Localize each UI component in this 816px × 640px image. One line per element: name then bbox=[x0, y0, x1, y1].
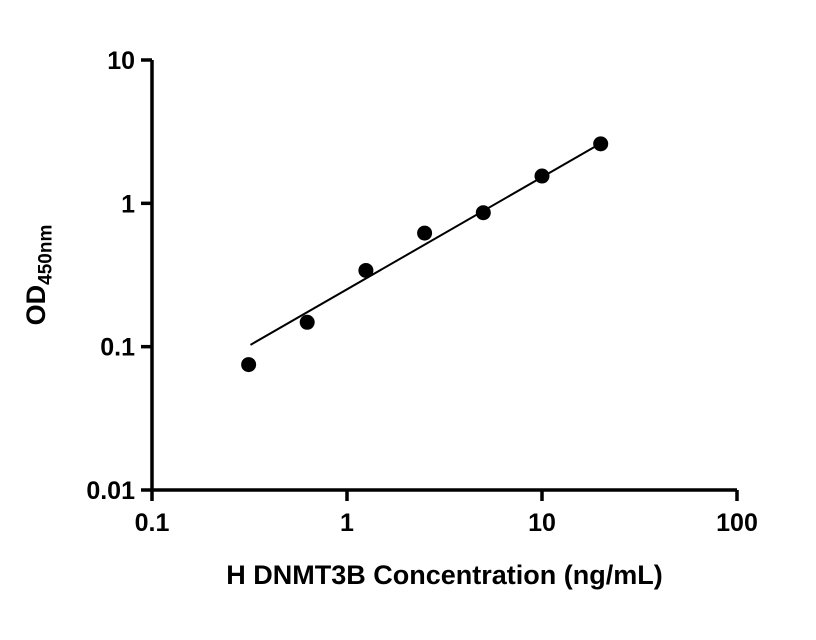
data-point bbox=[241, 357, 257, 373]
y-axis-title-subscript: 450nm bbox=[35, 224, 57, 285]
data-point bbox=[593, 136, 609, 152]
y-tick-label: 10 bbox=[107, 47, 135, 75]
y-tick-label: 0.1 bbox=[100, 334, 135, 362]
data-point bbox=[299, 314, 315, 330]
data-point bbox=[417, 225, 433, 241]
data-point bbox=[475, 205, 491, 221]
x-tick-label: 100 bbox=[716, 509, 758, 537]
x-axis-title: H DNMT3B Concentration (ng/mL) bbox=[226, 560, 663, 590]
y-tick-label: 1 bbox=[121, 190, 135, 218]
axis-spines bbox=[150, 60, 737, 492]
x-tick-label: 1 bbox=[340, 509, 354, 537]
data-point bbox=[358, 262, 374, 278]
y-axis-title-main: OD bbox=[21, 284, 51, 326]
x-tick-label: 0.1 bbox=[135, 509, 170, 537]
data-point bbox=[534, 168, 550, 184]
y-tick-label: 0.01 bbox=[86, 477, 135, 505]
y-axis-title: OD450nm bbox=[21, 125, 57, 425]
x-tick-label: 10 bbox=[528, 509, 556, 537]
